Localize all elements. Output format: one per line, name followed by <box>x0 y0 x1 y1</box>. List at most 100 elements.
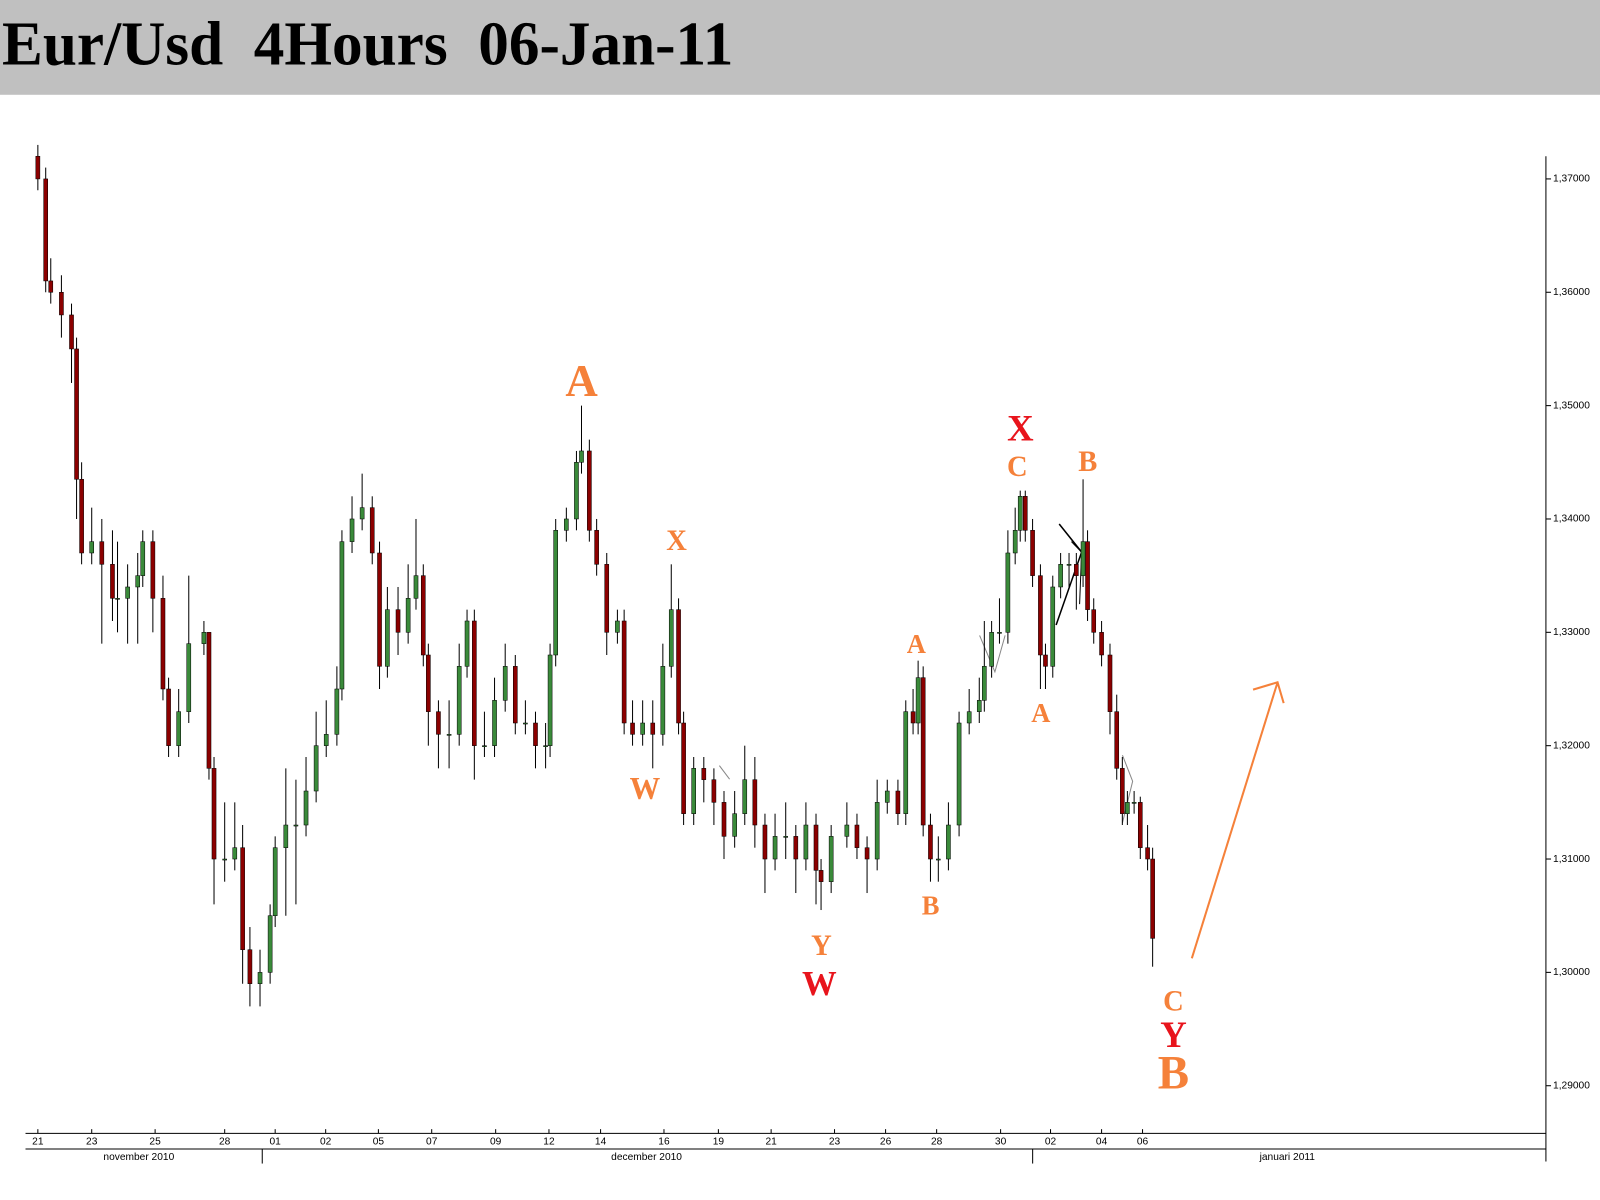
wave-label: W <box>802 963 837 1002</box>
candle-body <box>369 507 375 554</box>
wave-label: Y <box>811 930 832 962</box>
x-tick-label: 30 <box>995 1136 1007 1147</box>
candle-body <box>1074 564 1079 576</box>
candle-body <box>48 280 54 293</box>
triangle-line <box>718 765 730 780</box>
candle-body <box>222 858 227 861</box>
candle-body <box>579 450 584 463</box>
candle-body <box>604 564 610 633</box>
x-month-label: december 2010 <box>611 1152 682 1163</box>
candle-body <box>691 768 697 814</box>
candle-body <box>206 632 212 769</box>
candle-body <box>334 688 340 735</box>
candle-body <box>272 847 278 916</box>
candle-body <box>701 768 707 780</box>
x-tick-label: 12 <box>543 1136 555 1147</box>
candle-body <box>676 609 681 724</box>
candle-body <box>864 847 870 860</box>
candle-body <box>915 677 921 724</box>
x-tick-label: 02 <box>320 1136 332 1147</box>
wave-label: B <box>922 890 940 920</box>
x-tick-label: 06 <box>1137 1136 1149 1147</box>
wave-label: C <box>1007 451 1028 483</box>
candle-body <box>405 598 411 633</box>
candle-body <box>668 609 674 667</box>
candle-body <box>89 541 95 554</box>
wave-label: C <box>1163 985 1184 1017</box>
candle-body <box>74 348 79 480</box>
wave-label: A <box>1031 698 1051 728</box>
x-tick-label: 19 <box>713 1136 725 1147</box>
candle-body <box>283 824 289 848</box>
candle-body <box>1080 541 1086 576</box>
wave-label: Y <box>1160 1015 1187 1056</box>
candle-body <box>135 575 141 588</box>
x-tick-label: 23 <box>86 1136 98 1147</box>
candle-body <box>762 824 768 860</box>
candle-body <box>543 745 548 747</box>
x-tick-label: 26 <box>880 1136 892 1147</box>
candle-body <box>874 802 880 860</box>
candle-body <box>615 620 620 633</box>
candle-body <box>711 779 717 803</box>
candle-body <box>512 666 518 724</box>
candle-body <box>395 609 401 633</box>
candle-body <box>574 462 579 520</box>
candle-body <box>1114 711 1120 769</box>
candle-body <box>385 609 390 667</box>
y-tick-label: 1,34000 <box>1553 514 1590 525</box>
y-tick-label: 1,32000 <box>1553 740 1590 751</box>
x-tick-label: 21 <box>765 1136 777 1147</box>
candle-body <box>426 654 431 712</box>
wave-label: X <box>666 525 687 557</box>
candle-body <box>1099 632 1104 656</box>
candle-body <box>303 790 309 826</box>
x-tick-label: 16 <box>658 1136 670 1147</box>
candle-body <box>160 598 166 690</box>
candle-body <box>492 700 497 746</box>
x-tick-label: 28 <box>219 1136 231 1147</box>
chart-title: Eur/Usd 4Hours 06-Jan-11 <box>2 10 733 79</box>
candle-body <box>69 314 74 350</box>
candle-body <box>803 824 809 860</box>
candle-body <box>140 541 146 576</box>
x-tick-label: 04 <box>1096 1136 1108 1147</box>
y-tick-label: 1,37000 <box>1553 174 1590 185</box>
candle-body <box>1038 575 1043 656</box>
candle-body <box>818 870 824 882</box>
candle-body <box>436 711 441 735</box>
candle-body <box>293 824 299 827</box>
candle-body <box>176 711 181 746</box>
candle-body <box>257 972 263 984</box>
candle-body <box>420 575 426 656</box>
candle-body <box>1017 496 1023 531</box>
candle-body <box>660 666 666 735</box>
candle-body <box>772 836 778 860</box>
candle-body <box>547 654 553 746</box>
candle-body <box>482 745 487 747</box>
candle-body <box>1022 496 1028 531</box>
x-tick-label: 21 <box>32 1136 44 1147</box>
candle-body <box>721 802 727 837</box>
candle-body <box>732 813 737 837</box>
candle-body <box>989 632 994 667</box>
x-tick-label: 02 <box>1045 1136 1057 1147</box>
candle-body <box>813 824 819 871</box>
candle-body <box>997 632 1002 634</box>
candle-body <box>313 745 319 792</box>
candle-body <box>844 824 850 837</box>
candle-body <box>1030 530 1035 576</box>
candle-body <box>1125 802 1130 814</box>
candle-body <box>966 711 972 724</box>
candle-body <box>349 518 355 542</box>
candle-body <box>502 666 508 701</box>
candle-body <box>413 575 419 599</box>
candle-body <box>854 824 860 848</box>
candle-body <box>201 632 207 644</box>
candle-body <box>464 620 470 667</box>
candle-body <box>43 178 49 282</box>
wave-label: X <box>1007 408 1034 449</box>
candle-body <box>115 598 120 600</box>
candle-body <box>828 836 834 882</box>
candle-body <box>1058 564 1063 588</box>
